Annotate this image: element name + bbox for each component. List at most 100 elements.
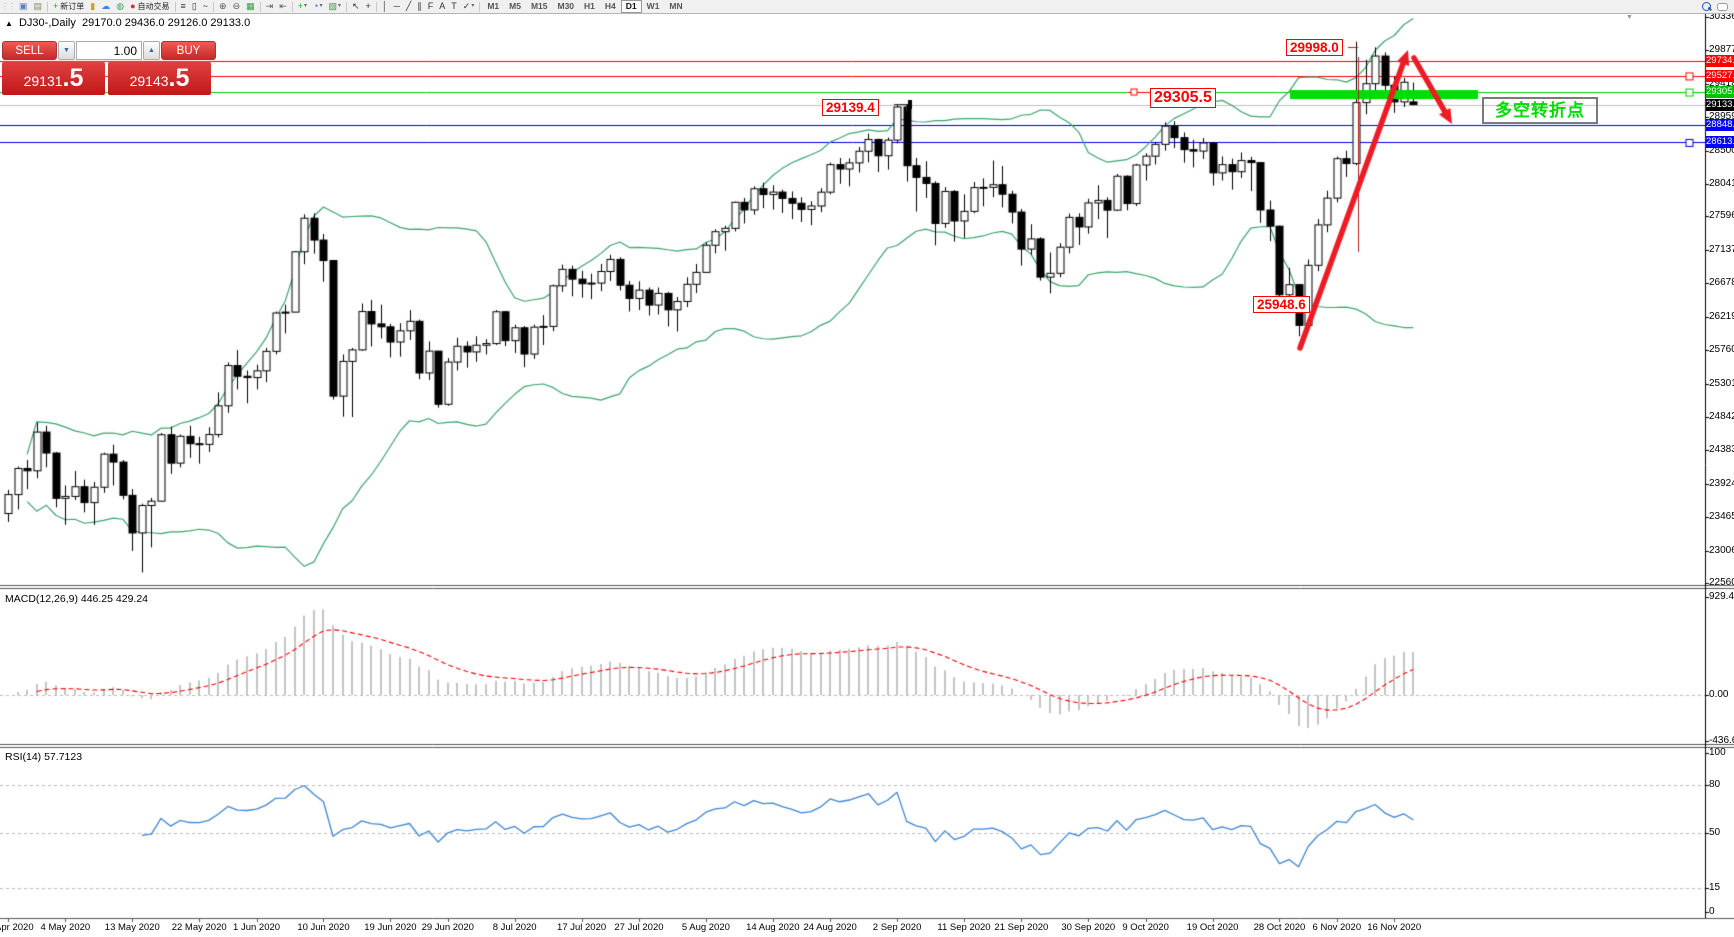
timeframe-h1[interactable]: H1 bbox=[584, 1, 595, 11]
profiles-icon[interactable]: ▤ bbox=[31, 1, 46, 12]
new-chart-icon[interactable]: ▣ bbox=[16, 1, 31, 12]
gold-icon[interactable]: ▮ bbox=[87, 1, 98, 12]
templates-icon-dropdown[interactable]: ▾ bbox=[337, 3, 341, 9]
autotrading-icon-label: 自动交易 bbox=[137, 2, 170, 11]
date-label: 17 Jul 2020 bbox=[557, 922, 607, 933]
pivot-annotation[interactable]: 多空转折点 bbox=[1482, 97, 1598, 124]
text-icon[interactable]: A bbox=[436, 1, 448, 12]
rsi-tick-label: 50 bbox=[1709, 826, 1721, 838]
crosshair-icon[interactable]: + bbox=[363, 1, 374, 12]
search-icon[interactable] bbox=[1702, 2, 1711, 11]
crosshair-icon: + bbox=[365, 1, 371, 11]
buy-button[interactable]: BUY bbox=[161, 41, 216, 60]
buy-price-main: 29143 bbox=[129, 73, 169, 89]
autotrading-icon[interactable]: ● 自动交易 bbox=[127, 1, 172, 12]
new-chart-icon: ▣ bbox=[19, 1, 28, 11]
label-29139[interactable]: 29139.4 bbox=[822, 99, 879, 116]
date-label: 6 Nov 2020 bbox=[1312, 922, 1362, 933]
sell-price-frac: .5 bbox=[62, 64, 84, 92]
price-tick-label: 27596.0 bbox=[1709, 210, 1734, 222]
tile-windows-icon: ▦ bbox=[246, 1, 255, 11]
mql5-community-icon[interactable]: ☁ bbox=[98, 1, 113, 12]
symbol-period-label: DJ30-,Daily bbox=[18, 17, 76, 29]
channel-icon[interactable]: ∥ bbox=[414, 1, 425, 12]
arrows-icon-dropdown[interactable]: ▾ bbox=[471, 3, 475, 9]
volume-up-button[interactable]: ▲ bbox=[143, 41, 160, 60]
fibonacci-icon: F bbox=[427, 1, 434, 11]
date-label: 29 Jun 2020 bbox=[421, 922, 474, 933]
toolbar-grip[interactable]: ⋮⋮ bbox=[1, 2, 16, 11]
date-label: 24 Aug 2020 bbox=[803, 922, 857, 933]
zoom-out-icon[interactable]: ⊖ bbox=[230, 1, 244, 12]
sell-button[interactable]: SELL bbox=[2, 41, 57, 60]
price-tick-label: 27137.0 bbox=[1709, 243, 1734, 255]
date-label: 2 Sep 2020 bbox=[872, 922, 922, 933]
templates-icon[interactable]: ▨ ▾ bbox=[325, 1, 344, 12]
arrows-icon[interactable]: ✓ ▾ bbox=[460, 1, 478, 12]
timeframe-m5[interactable]: M5 bbox=[509, 1, 521, 11]
price-badge-29527.1: 29527.1 bbox=[1706, 69, 1734, 82]
auto-scroll-icon[interactable]: ⇥ bbox=[263, 1, 277, 12]
cursor-icon[interactable]: ↖ bbox=[349, 1, 363, 12]
new-order-icon[interactable]: + 新订单 bbox=[50, 1, 87, 12]
timeframe-h4[interactable]: H4 bbox=[604, 1, 616, 11]
price-badge-28613.1: 28613.1 bbox=[1706, 136, 1734, 149]
sell-price-box[interactable]: 29131 .5 bbox=[2, 62, 105, 95]
label-29305[interactable]: 29305.5 bbox=[1150, 88, 1216, 108]
trendline-icon[interactable]: ╱ bbox=[403, 1, 414, 12]
timeframe-mn[interactable]: MN bbox=[669, 1, 683, 11]
price-tick-label: 30336.5 bbox=[1709, 11, 1734, 22]
date-label: 10 Jun 2020 bbox=[297, 922, 350, 933]
timeframe-m30[interactable]: M30 bbox=[557, 1, 575, 11]
scroll-to-end-marker[interactable]: ▼ bbox=[1626, 14, 1633, 21]
date-label: 30 Sep 2020 bbox=[1061, 922, 1116, 933]
price-tick-label: 25760.0 bbox=[1709, 344, 1734, 356]
chat-icon[interactable] bbox=[1717, 2, 1728, 11]
toolbar-separator bbox=[375, 1, 377, 12]
signals-icon[interactable]: ◍ bbox=[113, 1, 127, 12]
indicators-icon-dropdown[interactable]: ▾ bbox=[304, 3, 308, 9]
timeframe-m1[interactable]: M1 bbox=[487, 1, 500, 11]
hline-icon[interactable]: ─ bbox=[390, 1, 402, 12]
bar-chart-icon[interactable]: ≡ bbox=[178, 1, 189, 12]
volume-input[interactable]: 1.00 bbox=[76, 41, 142, 60]
rsi-tick-label: 15 bbox=[1709, 882, 1721, 894]
label-25948[interactable]: 25948.6 bbox=[1253, 296, 1310, 313]
price-tick-label: 26219.0 bbox=[1709, 310, 1734, 322]
line-chart-icon[interactable]: ~ bbox=[200, 1, 211, 12]
toolbar-separator bbox=[174, 1, 176, 12]
periods-icon-dropdown[interactable]: ▾ bbox=[319, 3, 323, 9]
rsi-indicator-label: RSI(14) 57.7123 bbox=[5, 751, 83, 763]
fibonacci-icon[interactable]: F bbox=[425, 1, 437, 12]
zoom-in-icon: ⊕ bbox=[219, 1, 227, 11]
zoom-in-icon[interactable]: ⊕ bbox=[216, 1, 230, 12]
chart-shift-icon[interactable]: ⇤ bbox=[276, 1, 290, 12]
date-label: 5 Aug 2020 bbox=[681, 922, 730, 933]
volume-down-button[interactable]: ▼ bbox=[58, 41, 75, 60]
rsi-tick-label: 0 bbox=[1709, 906, 1715, 918]
sell-price-main: 29131 bbox=[23, 73, 63, 89]
main-toolbar: ⋮⋮ ▣ ▤ + 新订单 ▮ ☁ ◍ ● 自动交易 ≡ ▯ ~ ⊕ ⊖ ▦ ⇥ ⇤ + ▾ ◔ ▾ ▨ ▾ ↖ + │ ─ ╱ ∥ F A T… bbox=[0, 0, 1734, 14]
macd-tick-label: -436.65 bbox=[1709, 735, 1734, 747]
tile-windows-icon[interactable]: ▦ bbox=[243, 1, 258, 12]
periods-icon[interactable]: ◔ ▾ bbox=[310, 1, 325, 12]
buy-price-box[interactable]: 29143 .5 bbox=[108, 62, 211, 95]
vline-icon[interactable]: │ bbox=[379, 1, 391, 12]
chart-shift-icon: ⇤ bbox=[279, 1, 287, 11]
trendline-icon: ╱ bbox=[405, 1, 412, 11]
candle-chart-icon[interactable]: ▯ bbox=[189, 1, 200, 12]
date-label: 1 Jun 2020 bbox=[233, 922, 281, 933]
label-29998[interactable]: 29998.0 bbox=[1286, 39, 1343, 56]
timeframe-m15[interactable]: M15 bbox=[530, 1, 548, 11]
price-tick-label: 24383.0 bbox=[1709, 444, 1734, 456]
collapse-marker-icon[interactable]: ▲ bbox=[5, 19, 13, 28]
label-icon[interactable]: T bbox=[448, 1, 460, 12]
line-chart-icon: ~ bbox=[202, 1, 209, 11]
cursor-icon: ↖ bbox=[352, 1, 360, 11]
timeframe-d1[interactable]: D1 bbox=[620, 0, 642, 13]
timeframe-w1[interactable]: W1 bbox=[646, 1, 660, 11]
indicators-icon[interactable]: + ▾ bbox=[295, 1, 310, 12]
price-tick-label: 23465.0 bbox=[1709, 511, 1734, 523]
date-label: 19 Oct 2020 bbox=[1186, 922, 1239, 933]
